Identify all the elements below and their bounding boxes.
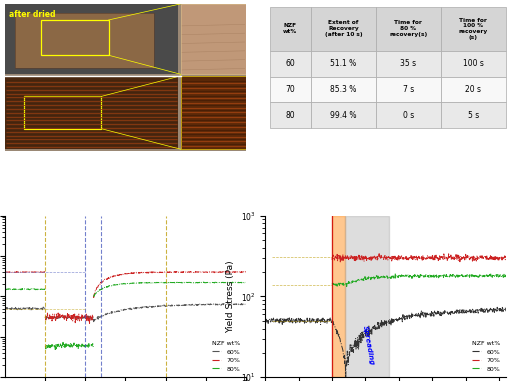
Bar bbox=[332, 216, 345, 377]
Bar bbox=[376, 102, 441, 128]
Bar bbox=[311, 102, 376, 128]
Bar bbox=[270, 7, 311, 51]
Text: 35 s: 35 s bbox=[400, 59, 416, 68]
Bar bbox=[376, 51, 441, 77]
Bar bbox=[15, 13, 154, 69]
Text: 5 s: 5 s bbox=[468, 110, 479, 120]
Bar bbox=[270, 51, 311, 77]
Bar bbox=[311, 77, 376, 102]
Bar bbox=[376, 77, 441, 102]
Bar bbox=[441, 7, 506, 51]
Bar bbox=[311, 7, 376, 51]
Legend: 60%, 70%, 80%: 60%, 70%, 80% bbox=[470, 339, 503, 374]
Text: 80: 80 bbox=[286, 110, 295, 120]
Text: 70: 70 bbox=[286, 85, 295, 94]
Text: 85.3 %: 85.3 % bbox=[330, 85, 357, 94]
Bar bbox=[311, 51, 376, 77]
Legend: 60%, 70%, 80%: 60%, 70%, 80% bbox=[210, 339, 243, 374]
Text: Time for
100 %
recovery
(s): Time for 100 % recovery (s) bbox=[459, 18, 488, 40]
Text: 100 s: 100 s bbox=[463, 59, 484, 68]
Bar bbox=[376, 7, 441, 51]
Bar bbox=[181, 4, 246, 74]
Bar bbox=[345, 216, 389, 377]
Y-axis label: Yield Stress (Pa): Yield Stress (Pa) bbox=[226, 260, 235, 333]
Text: Spreading: Spreading bbox=[362, 325, 375, 365]
Text: Extent of
Recovery
(after 10 s): Extent of Recovery (after 10 s) bbox=[324, 21, 362, 37]
Text: 60: 60 bbox=[286, 59, 295, 68]
Text: Time for
80 %
recovery(s): Time for 80 % recovery(s) bbox=[389, 21, 428, 37]
Bar bbox=[181, 76, 246, 149]
Bar bbox=[270, 102, 311, 128]
Text: 7 s: 7 s bbox=[403, 85, 414, 94]
Text: after dried: after dried bbox=[9, 10, 55, 19]
Text: 99.4 %: 99.4 % bbox=[330, 110, 357, 120]
Bar bbox=[441, 51, 506, 77]
Text: 51.1 %: 51.1 % bbox=[330, 59, 357, 68]
Text: NZF
wt%: NZF wt% bbox=[283, 23, 297, 34]
Text: 0 s: 0 s bbox=[403, 110, 414, 120]
Bar bbox=[5, 76, 178, 149]
Text: 20 s: 20 s bbox=[466, 85, 481, 94]
Bar bbox=[441, 77, 506, 102]
Bar bbox=[41, 20, 109, 55]
Bar bbox=[25, 96, 101, 129]
Bar bbox=[5, 4, 178, 74]
Bar bbox=[441, 102, 506, 128]
Bar bbox=[270, 77, 311, 102]
Bar bbox=[15, 13, 154, 69]
